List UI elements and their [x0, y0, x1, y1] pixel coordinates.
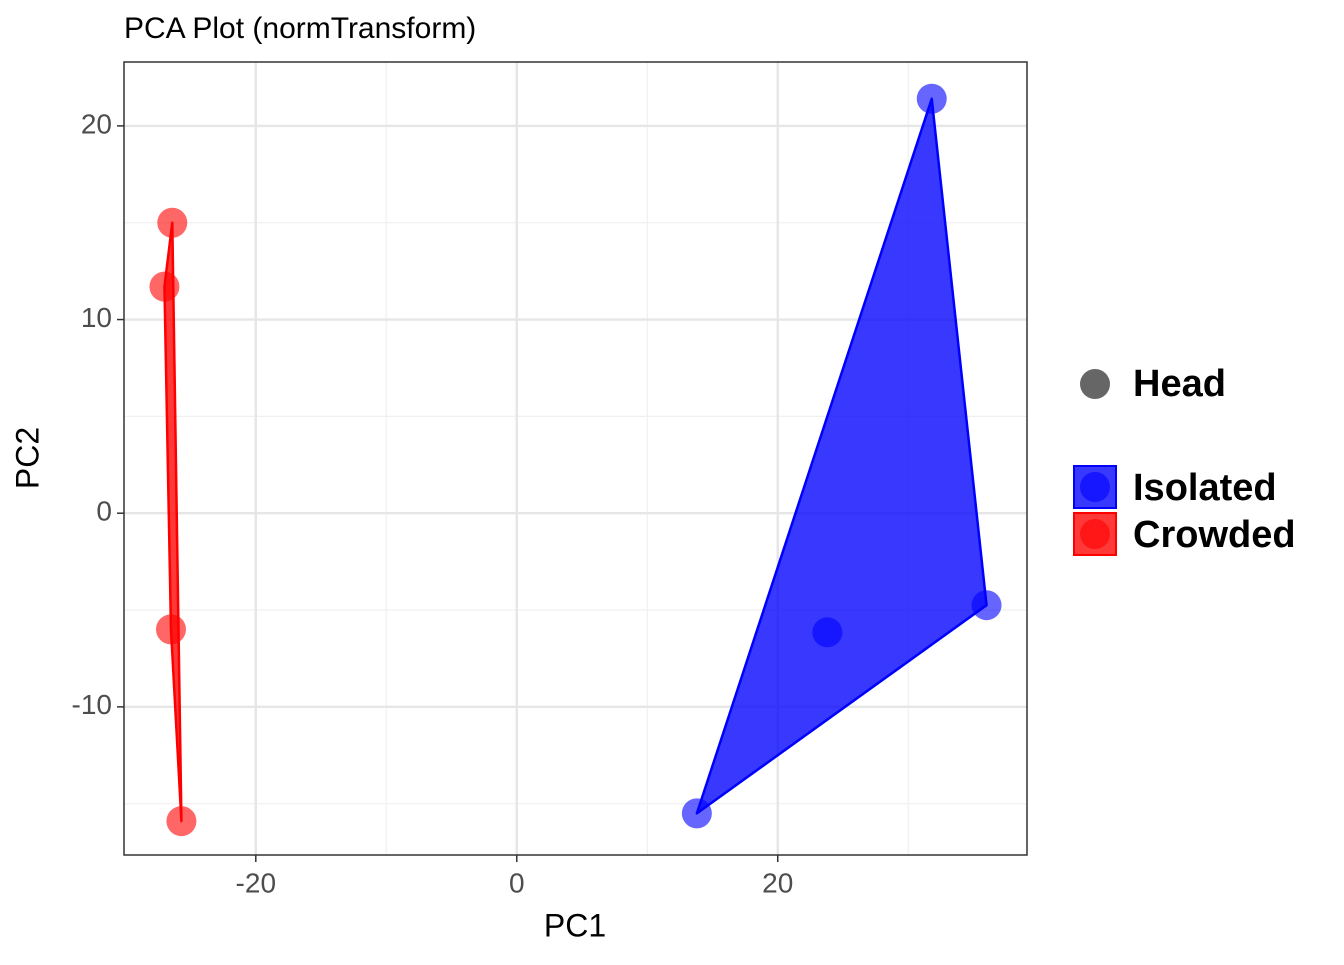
- legend-label: Isolated: [1133, 467, 1277, 509]
- plot-border: [123, 61, 1028, 856]
- chart-title: PCA Plot (normTransform): [124, 12, 476, 45]
- cluster-hull: [695, 97, 988, 815]
- x-tick-label: 20: [762, 867, 793, 898]
- point: [155, 614, 186, 645]
- point: [916, 83, 947, 114]
- y-tick-label: -10: [72, 689, 112, 720]
- y-axis-title: PC2: [9, 427, 45, 489]
- y-tick-label: 0: [96, 496, 112, 527]
- legend-key-point: [1080, 472, 1110, 502]
- y-tick-label: 10: [81, 302, 112, 333]
- point: [157, 207, 188, 238]
- x-tick-label: -20: [236, 867, 276, 898]
- legend-key-point: [1080, 519, 1110, 549]
- point: [166, 806, 197, 837]
- cluster-hull: [163, 221, 183, 823]
- x-axis-title: PC1: [544, 907, 606, 943]
- legend-label: Crowded: [1133, 514, 1296, 556]
- point: [812, 617, 843, 648]
- point: [681, 798, 712, 829]
- point: [149, 271, 180, 302]
- shape-legend-label: Head: [1133, 363, 1226, 405]
- y-tick-label: 20: [81, 108, 112, 139]
- point: [971, 590, 1002, 621]
- x-tick-label: 0: [509, 867, 525, 898]
- shape-legend-key: [1080, 369, 1110, 399]
